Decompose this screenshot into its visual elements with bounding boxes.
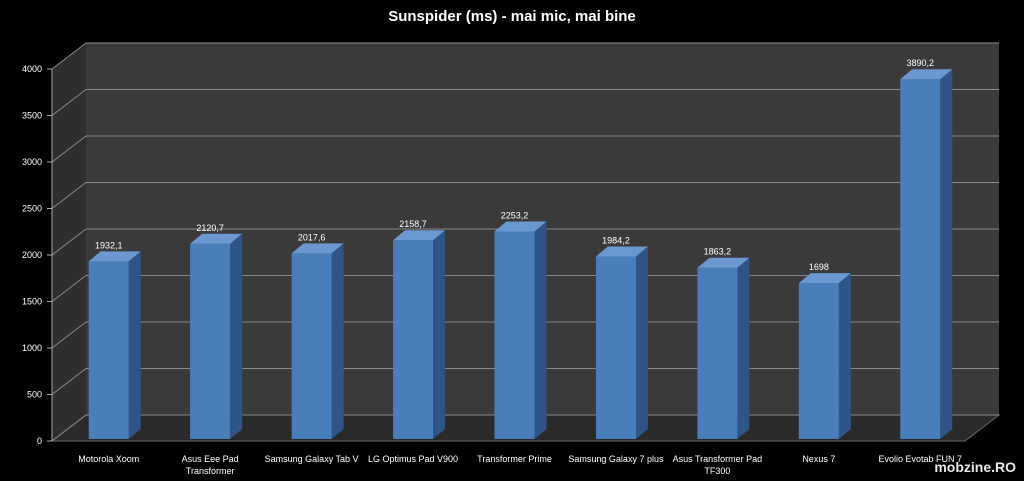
y-tick-label: 4000 [22, 64, 42, 74]
bar-top [88, 251, 141, 262]
bar-side [838, 273, 851, 439]
bar [190, 243, 231, 439]
chart-title: Sunspider (ms) - mai mic, mai bine [388, 8, 636, 25]
bar [595, 256, 636, 439]
category-label: Samsung Galaxy 7 plus [568, 454, 664, 464]
bar [697, 267, 738, 439]
y-tick-label: 2000 [22, 250, 42, 260]
y-tick-label: 0 [37, 436, 42, 446]
y-tick-label: 3000 [22, 157, 42, 167]
y-tick-label: 500 [27, 390, 42, 400]
bar-side [635, 246, 648, 439]
data-label: 2253,2 [501, 210, 529, 220]
gridline [51, 135, 999, 163]
bar-side [433, 230, 446, 439]
category-label: Motorola Xoom [78, 454, 140, 464]
data-label: 3890,2 [907, 58, 935, 68]
bar-side [940, 69, 953, 440]
gridline [51, 321, 999, 349]
bar [798, 283, 839, 439]
data-label: 1984,2 [602, 235, 630, 245]
category-label: Evolio Evotab FUN 7 [878, 454, 963, 464]
gridline [51, 368, 999, 395]
category-label: Asus Eee Pad Transformer [181, 454, 239, 476]
gridline [51, 275, 999, 302]
data-label: 2158,7 [399, 219, 427, 229]
category-label: Nexus 7 [802, 454, 836, 464]
y-tick-label: 2500 [22, 204, 42, 214]
bar [494, 231, 535, 439]
bar-top [697, 257, 750, 268]
bar-side [230, 233, 243, 439]
category-label: Samsung Galaxy Tab V [264, 454, 359, 464]
gridline [51, 89, 999, 116]
bar-side [737, 257, 750, 439]
bar [88, 261, 129, 439]
bar-top [494, 221, 547, 232]
y-tick-label: 1500 [22, 297, 42, 307]
category-label: Transformer Prime [477, 454, 552, 464]
bar-top [798, 273, 851, 284]
bar [291, 253, 332, 439]
data-label: 2120,7 [196, 223, 224, 233]
data-label: 1698 [809, 262, 829, 272]
bar [900, 79, 941, 440]
data-label: 1932,1 [95, 240, 123, 250]
gridline [51, 228, 999, 256]
category-label: LG Optimus Pad V900 [368, 454, 459, 464]
bar-top [291, 243, 344, 254]
gridline [51, 42, 999, 70]
bar-side [534, 221, 547, 439]
data-label: 1863,2 [704, 247, 732, 257]
bar-top [190, 233, 243, 244]
gridline [51, 414, 999, 442]
watermark: mobzine.RO [934, 459, 1016, 475]
bar-side [128, 251, 141, 439]
y-tick-label: 3500 [22, 111, 42, 121]
gridline [51, 182, 999, 209]
bar-top [595, 246, 648, 257]
category-label: Asus Transformer Pad TF300 [672, 454, 763, 476]
bar-top [393, 230, 446, 241]
bar-side [331, 243, 344, 439]
bar [393, 240, 434, 439]
bar-top [900, 69, 953, 80]
data-label: 2017,6 [298, 232, 326, 242]
y-tick-label: 1000 [22, 343, 42, 353]
